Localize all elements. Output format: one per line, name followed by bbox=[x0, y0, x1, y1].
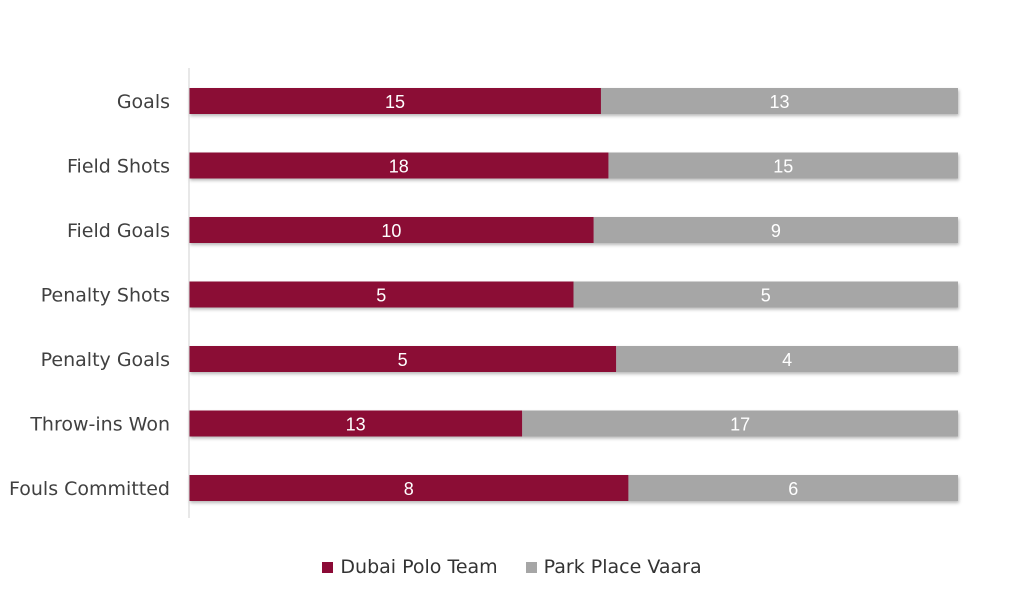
data-label-vaara-field-goals: 9 bbox=[771, 221, 781, 241]
data-label-vaara-field-shots: 15 bbox=[773, 157, 793, 177]
legend-label-dubai: Dubai Polo Team bbox=[340, 556, 498, 578]
bar-group-penalty-goals bbox=[189, 346, 958, 372]
bar-dubai-fouls-committed bbox=[189, 475, 629, 501]
legend-item-dubai: Dubai Polo Team bbox=[322, 556, 498, 578]
bar-vaara-fouls-committed bbox=[628, 475, 958, 501]
bar-dubai-goals bbox=[189, 88, 601, 114]
legend-label-vaara: Park Place Vaara bbox=[543, 556, 702, 578]
bar-group-goals bbox=[189, 88, 958, 114]
legend-swatch-dubai bbox=[322, 561, 334, 573]
bar-vaara-penalty-goals bbox=[616, 346, 958, 372]
category-label-throw-ins-won: Throw-ins Won bbox=[29, 414, 170, 436]
bar-group-fouls-committed bbox=[189, 475, 958, 501]
bar-vaara-penalty-shots bbox=[573, 281, 958, 308]
data-label-dubai-penalty-goals: 5 bbox=[398, 350, 408, 370]
category-label-field-goals: Field Goals bbox=[67, 220, 170, 242]
legend-swatch-vaara bbox=[525, 561, 537, 573]
data-label-dubai-field-goals: 10 bbox=[381, 221, 401, 241]
bar-group-field-goals bbox=[189, 217, 958, 243]
data-label-dubai-field-shots: 18 bbox=[389, 157, 409, 177]
bar-vaara-field-goals bbox=[593, 217, 958, 243]
data-label-dubai-penalty-shots: 5 bbox=[376, 286, 386, 306]
data-label-vaara-goals: 13 bbox=[769, 92, 789, 112]
bar-dubai-throw-ins-won bbox=[189, 410, 523, 437]
bar-dubai-penalty-goals bbox=[189, 346, 617, 372]
bar-dubai-penalty-shots bbox=[189, 281, 574, 308]
category-label-goals: Goals bbox=[117, 91, 170, 113]
category-label-penalty-goals: Penalty Goals bbox=[41, 349, 170, 371]
category-label-field-shots: Field Shots bbox=[67, 156, 170, 178]
bar-vaara-goals bbox=[600, 88, 958, 114]
data-label-vaara-fouls-committed: 6 bbox=[788, 479, 798, 499]
data-label-vaara-penalty-shots: 5 bbox=[761, 286, 771, 306]
bar-vaara-field-shots bbox=[608, 152, 958, 179]
data-label-vaara-throw-ins-won: 17 bbox=[730, 415, 750, 435]
category-label-penalty-shots: Penalty Shots bbox=[41, 285, 170, 307]
bar-dubai-field-shots bbox=[189, 152, 609, 179]
bar-group-penalty-shots bbox=[189, 281, 958, 308]
data-label-dubai-fouls-committed: 8 bbox=[404, 479, 414, 499]
data-label-dubai-throw-ins-won: 13 bbox=[346, 415, 366, 435]
legend-item-vaara: Park Place Vaara bbox=[525, 556, 702, 578]
data-label-vaara-penalty-goals: 4 bbox=[782, 350, 792, 370]
bar-dubai-field-goals bbox=[189, 217, 594, 243]
chart-plot: 15 13 Goals 18 15 Field Shots 10 9 Field Goals 5 5… bbox=[9, 68, 958, 518]
data-label-dubai-goals: 15 bbox=[385, 92, 405, 112]
bar-group-throw-ins-won bbox=[189, 410, 958, 437]
bar-group-field-shots bbox=[189, 152, 958, 179]
category-label-fouls-committed: Fouls Committed bbox=[9, 478, 170, 500]
legend: Dubai Polo Team Park Place Vaara bbox=[0, 552, 1024, 582]
bar-vaara-throw-ins-won bbox=[522, 410, 958, 437]
